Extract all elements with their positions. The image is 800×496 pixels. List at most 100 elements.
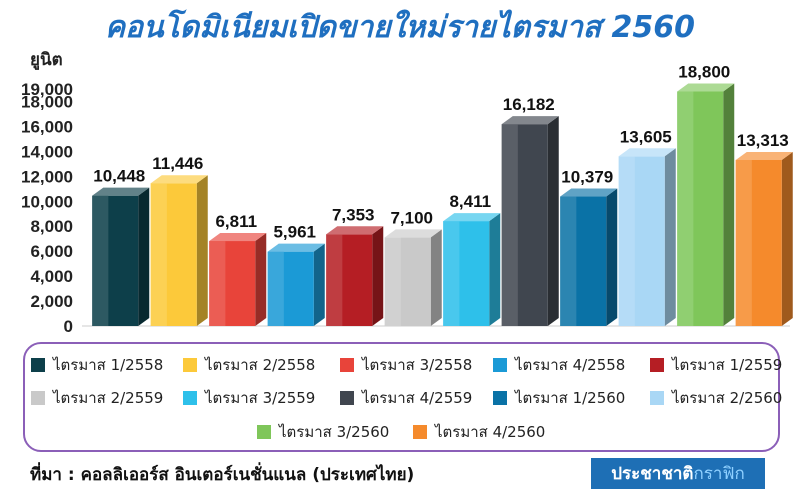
legend-label: ไตรมาส 1/2558 (53, 356, 164, 374)
bar-highlight (267, 251, 284, 326)
y-tick-label: 0 (64, 317, 73, 336)
bar-value-label: 6,811 (215, 212, 257, 231)
legend-label: ไตรมาส 2/2560 (672, 389, 783, 407)
source-note: ที่มา : คอลลิเออร์ส อินเตอร์เนชั่นแนล (ป… (30, 465, 415, 485)
bar-side-face (547, 116, 559, 326)
bar-side-face (606, 188, 618, 326)
bar-value-label: 10,379 (561, 168, 613, 187)
legend-swatch (31, 358, 45, 372)
legend-swatch (257, 425, 271, 439)
legend-item: ไตรมาส 1/2559 (650, 353, 782, 377)
legend-label: ไตรมาส 4/2559 (362, 389, 473, 407)
bar-highlight (677, 91, 694, 326)
bar-2 (150, 175, 208, 326)
legend-label: ไตรมาส 1/2560 (515, 389, 626, 407)
legend-swatch (31, 391, 45, 405)
legend-swatch (493, 358, 507, 372)
bar-value-label: 18,800 (678, 62, 730, 81)
bar-side-face (781, 151, 793, 326)
bar-value-label: 10,448 (93, 167, 145, 186)
legend-item: ไตรมาส 2/2559 (31, 386, 163, 410)
legend-swatch (340, 391, 354, 405)
y-tick-label: 4,000 (30, 267, 73, 286)
y-tick-label: 12,000 (21, 167, 73, 186)
legend-label: ไตรมาส 4/2560 (435, 423, 546, 441)
legend-label: ไตรมาส 1/2559 (672, 356, 783, 374)
legend-label: ไตรมาส 3/2558 (362, 356, 473, 374)
legend-label: ไตรมาส 3/2560 (279, 423, 390, 441)
bar-top-face (560, 188, 618, 197)
legend-item: ไตรมาส 3/2558 (340, 353, 472, 377)
bar-highlight (560, 196, 577, 326)
y-tick-label: 8,000 (30, 217, 73, 236)
legend-item: ไตรมาส 3/2559 (183, 386, 315, 410)
legend-label: ไตรมาส 4/2558 (515, 356, 626, 374)
y-tick-label: 2,000 (30, 292, 73, 311)
bar-side-face (723, 83, 735, 326)
legend-item: ไตรมาส 1/2560 (493, 386, 625, 410)
bar-11 (677, 83, 735, 326)
legend-item: ไตรมาส 4/2560 (413, 420, 545, 444)
y-tick-label: 19,000 (21, 80, 73, 99)
bar-6 (384, 229, 442, 326)
legend-label: ไตรมาส 2/2559 (53, 389, 164, 407)
legend: ไตรมาส 1/2558 ไตรมาส 2/2558 ไตรมาส 3/2558 ไ… (23, 342, 783, 452)
bar-side-face (196, 175, 208, 326)
bar-10 (618, 148, 676, 326)
bar-value-label: 7,353 (332, 205, 375, 224)
bar-top-face (735, 151, 793, 160)
bar-side-face (664, 148, 676, 326)
brand-logo: ประชาชาติ กราฟิก (591, 458, 765, 489)
y-tick-label: 6,000 (30, 242, 73, 261)
bar-side-face (372, 226, 384, 326)
bar-highlight (384, 237, 401, 326)
bar-highlight (443, 221, 460, 326)
bar-3 (209, 233, 267, 326)
bar-top-face (267, 243, 325, 252)
legend-swatch (340, 358, 354, 372)
legend-swatch (650, 391, 664, 405)
chart-title: คอนโดมิเนียมเปิดขายใหม่รายไตรมาส 2560 (104, 10, 696, 45)
y-tick-label: 16,000 (21, 117, 73, 136)
bar-side-face (489, 213, 501, 326)
legend-item: ไตรมาส 3/2560 (257, 420, 389, 444)
legend-item: ไตรมาส 4/2558 (493, 353, 625, 377)
bar-top-face (92, 187, 150, 196)
brand-name-part2: กราฟิก (693, 464, 745, 484)
bar-top-face (384, 229, 442, 238)
bar-top-face (443, 213, 501, 222)
bar-value-label: 13,313 (737, 131, 789, 150)
bar-highlight (150, 183, 167, 326)
bar-highlight (735, 159, 752, 326)
bar-top-face (677, 83, 735, 92)
bar-value-label: 7,100 (390, 208, 433, 227)
bar-8 (501, 116, 559, 326)
bar-side-face (138, 187, 150, 326)
bar-chart: 0 2,000 4,000 6,000 8,000 10,000 12,000 14,000 1… (21, 62, 793, 336)
bar-highlight (209, 241, 226, 326)
bar-side-face (430, 229, 442, 326)
bar-value-label: 13,605 (620, 127, 672, 146)
bar-9 (560, 188, 618, 326)
bar-top-face (326, 226, 384, 235)
legend-label: ไตรมาส 2/2558 (205, 356, 316, 374)
bar-top-face (150, 175, 208, 184)
bar-top-face (209, 233, 267, 242)
legend-item: ไตรมาส 1/2558 (31, 353, 163, 377)
bar-side-face (313, 243, 325, 326)
bar-7 (443, 213, 501, 326)
bar-highlight (501, 124, 518, 326)
bar-value-label: 11,446 (152, 154, 203, 173)
legend-item: ไตรมาส 4/2559 (340, 386, 472, 410)
bar-1 (92, 187, 150, 326)
bar-highlight (92, 195, 109, 326)
legend-swatch (183, 358, 197, 372)
y-tick-label: 18,000 (21, 92, 73, 111)
legend-swatch (493, 391, 507, 405)
brand-name-part1: ประชาชาติ (611, 464, 694, 484)
legend-item: ไตรมาส 2/2558 (183, 353, 315, 377)
legend-label: ไตรมาส 3/2559 (205, 389, 316, 407)
y-axis-unit-label: ยูนิต (30, 50, 63, 70)
bar-4 (267, 243, 325, 326)
legend-swatch (650, 358, 664, 372)
